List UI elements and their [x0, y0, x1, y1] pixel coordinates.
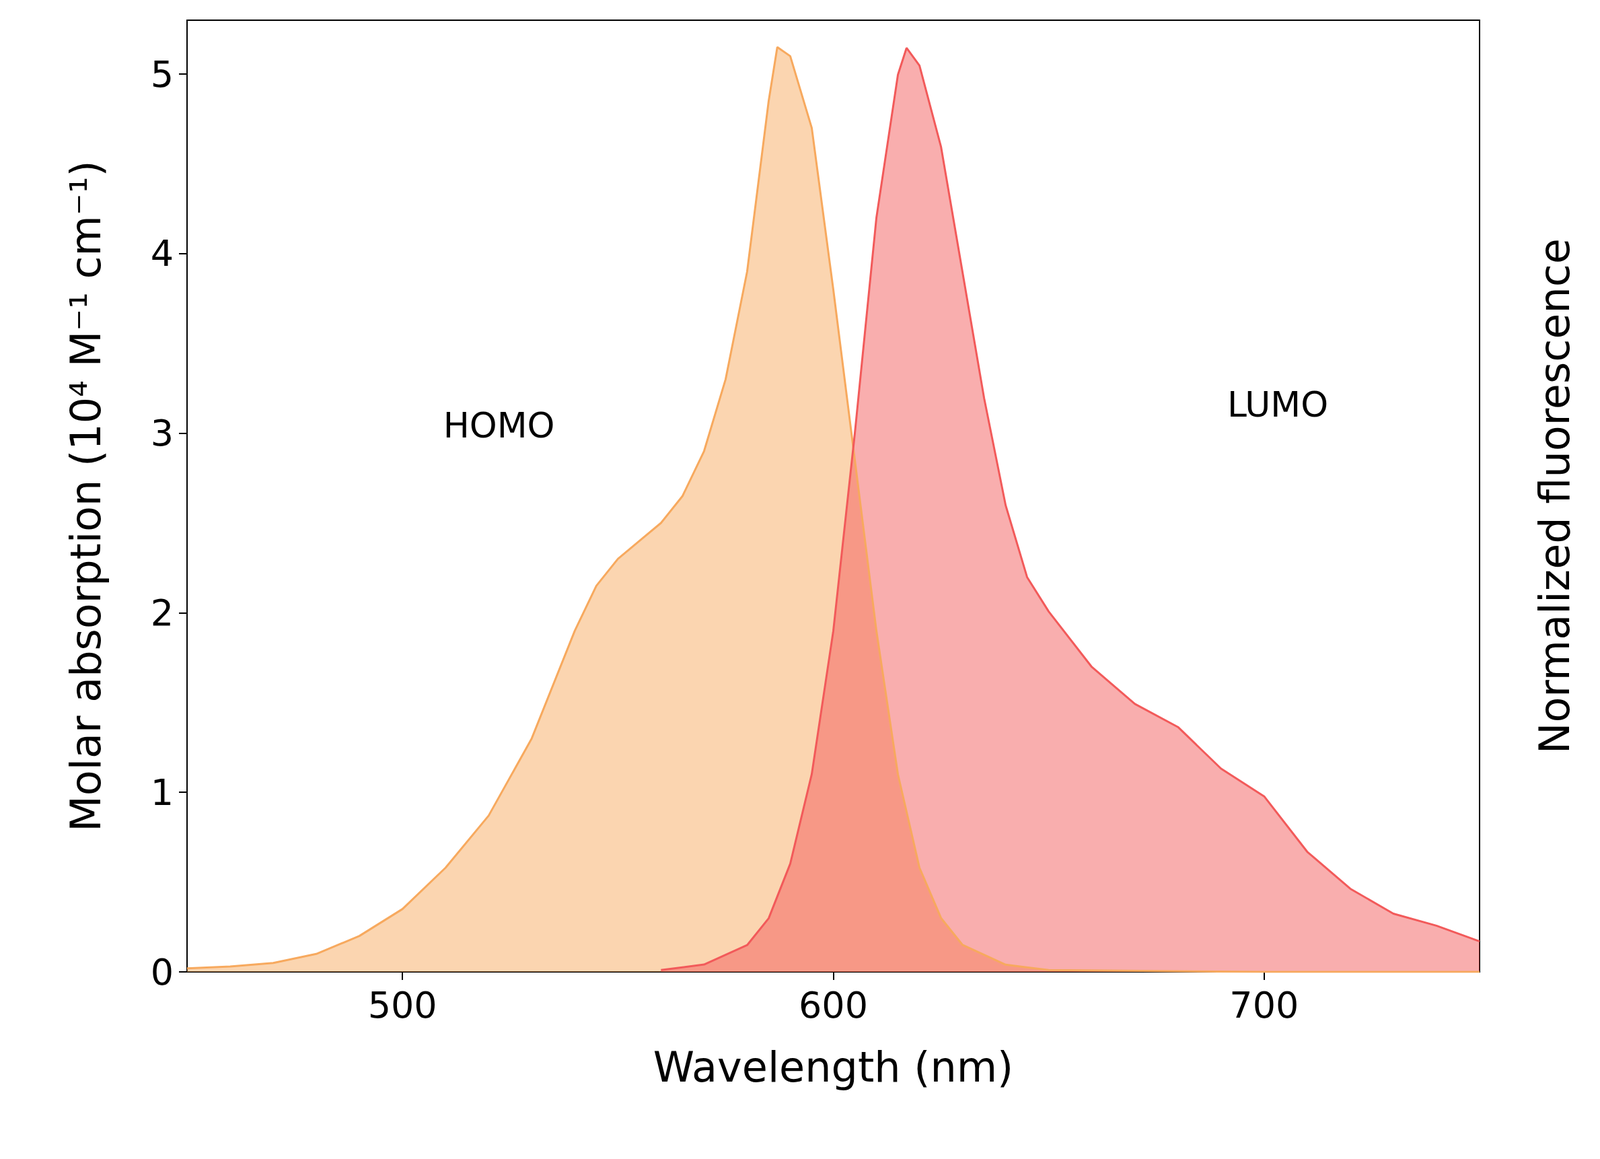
svg-text:500: 500: [368, 983, 438, 1027]
svg-text:5: 5: [150, 53, 174, 96]
svg-text:1: 1: [150, 771, 174, 814]
svg-text:HOMO: HOMO: [443, 405, 556, 446]
svg-text:Wavelength (nm): Wavelength (nm): [653, 1042, 1014, 1092]
svg-text:700: 700: [1229, 983, 1299, 1027]
svg-text:600: 600: [798, 983, 868, 1027]
svg-text:Normalized fluorescence: Normalized fluorescence: [1530, 238, 1580, 754]
svg-text:0: 0: [150, 950, 174, 994]
svg-text:2: 2: [150, 591, 174, 634]
svg-text:3: 3: [150, 411, 174, 455]
svg-text:Molar absorption (10⁴ M⁻¹ cm⁻¹: Molar absorption (10⁴ M⁻¹ cm⁻¹): [61, 160, 111, 831]
svg-text:4: 4: [150, 232, 174, 275]
svg-text:LUMO: LUMO: [1227, 384, 1329, 425]
